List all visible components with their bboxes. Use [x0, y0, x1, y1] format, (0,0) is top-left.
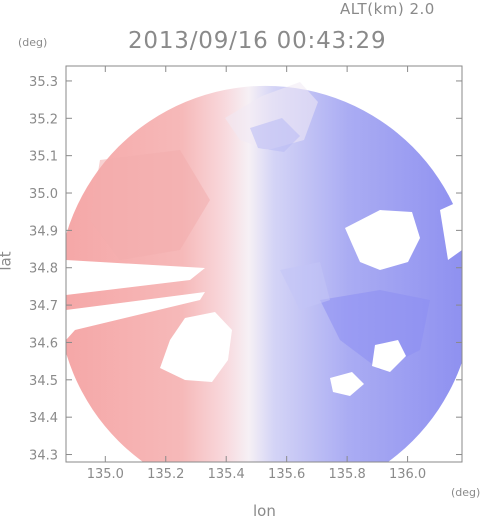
y-tick-label: 34.7	[29, 299, 58, 314]
gap-west-wedge-2	[66, 292, 205, 340]
y-tick-label: 35.2	[29, 112, 58, 127]
timestamp-title: 2013/09/16 00:43:29	[128, 28, 387, 54]
y-tick-label: 34.6	[29, 336, 58, 351]
gap-southeast	[330, 372, 364, 396]
x-tick-label: 136.0	[389, 467, 426, 482]
y-tick-label: 34.3	[29, 449, 58, 464]
x-tick-label: 135.2	[147, 467, 184, 482]
gap-east-edge	[440, 200, 462, 260]
gap-southwest	[160, 312, 232, 382]
center-east-patch	[280, 262, 330, 310]
gap-east	[345, 210, 420, 270]
y-tick-label: 35.3	[29, 75, 58, 90]
plot-axes: 135.0 135.2 135.4 135.6 135.8 136.0 34.3 34.4 34…	[29, 65, 463, 482]
y-tick-label: 35.0	[29, 187, 58, 202]
y-tick-label: 34.4	[29, 411, 58, 426]
gap-east-small	[372, 340, 406, 372]
x-axis-unit: (deg)	[451, 486, 481, 499]
west-strong-patch	[90, 150, 210, 260]
altitude-label: ALT(km) 2.0	[340, 0, 435, 18]
y-tick-label: 34.9	[29, 224, 58, 239]
x-tick-label: 135.6	[268, 467, 305, 482]
y-tick-label: 35.1	[29, 150, 58, 165]
x-tick-label: 135.8	[329, 467, 366, 482]
velocity-field	[66, 82, 462, 462]
y-tick-label: 34.8	[29, 262, 58, 277]
plot-frame	[65, 65, 463, 463]
x-tick-label: 135.0	[87, 467, 124, 482]
gap-west-wedge	[66, 260, 205, 295]
north-blue-patch	[250, 118, 300, 152]
y-axis-unit: (deg)	[18, 36, 48, 49]
x-tick-label: 135.4	[208, 467, 245, 482]
x-axis-label: lon	[253, 502, 276, 520]
y-tick-label: 34.5	[29, 374, 58, 389]
